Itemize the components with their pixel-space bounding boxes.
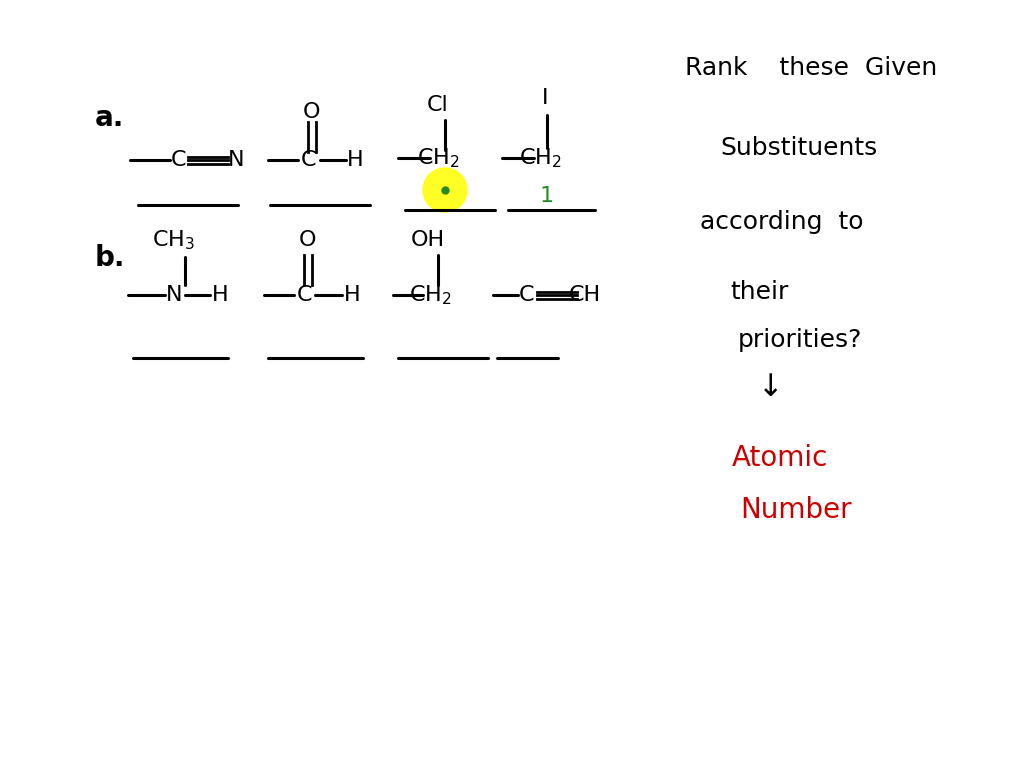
Text: 1: 1 [540,186,554,206]
Text: N: N [227,150,245,170]
Text: Number: Number [740,496,852,524]
Text: Atomic: Atomic [732,444,828,472]
Text: b.: b. [95,244,126,272]
Text: H: H [344,285,360,305]
Text: priorities?: priorities? [738,328,862,352]
Text: C: C [296,285,311,305]
Text: N: N [166,285,182,305]
Circle shape [423,168,467,212]
Text: Substituents: Substituents [720,136,878,160]
Text: C: C [300,150,315,170]
Text: $\mathregular{CH_2}$: $\mathregular{CH_2}$ [409,283,452,306]
Text: $\mathregular{CH_3}$: $\mathregular{CH_3}$ [152,228,195,252]
Text: their: their [730,280,788,304]
Text: a.: a. [95,104,124,132]
Text: O: O [299,230,316,250]
Text: C: C [170,150,185,170]
Text: I: I [542,88,548,108]
Text: C: C [518,285,534,305]
Text: O: O [303,102,321,122]
Text: $\mathregular{CH_2}$: $\mathregular{CH_2}$ [417,146,460,170]
Text: according  to: according to [700,210,863,234]
Text: $\mathregular{CH_2}$: $\mathregular{CH_2}$ [518,146,561,170]
Text: CH: CH [569,285,601,305]
Text: H: H [212,285,228,305]
Text: ↓: ↓ [758,373,783,402]
Text: Cl: Cl [427,95,449,115]
Text: H: H [347,150,364,170]
Text: Rank    these  Given: Rank these Given [685,56,937,80]
Text: OH: OH [411,230,445,250]
